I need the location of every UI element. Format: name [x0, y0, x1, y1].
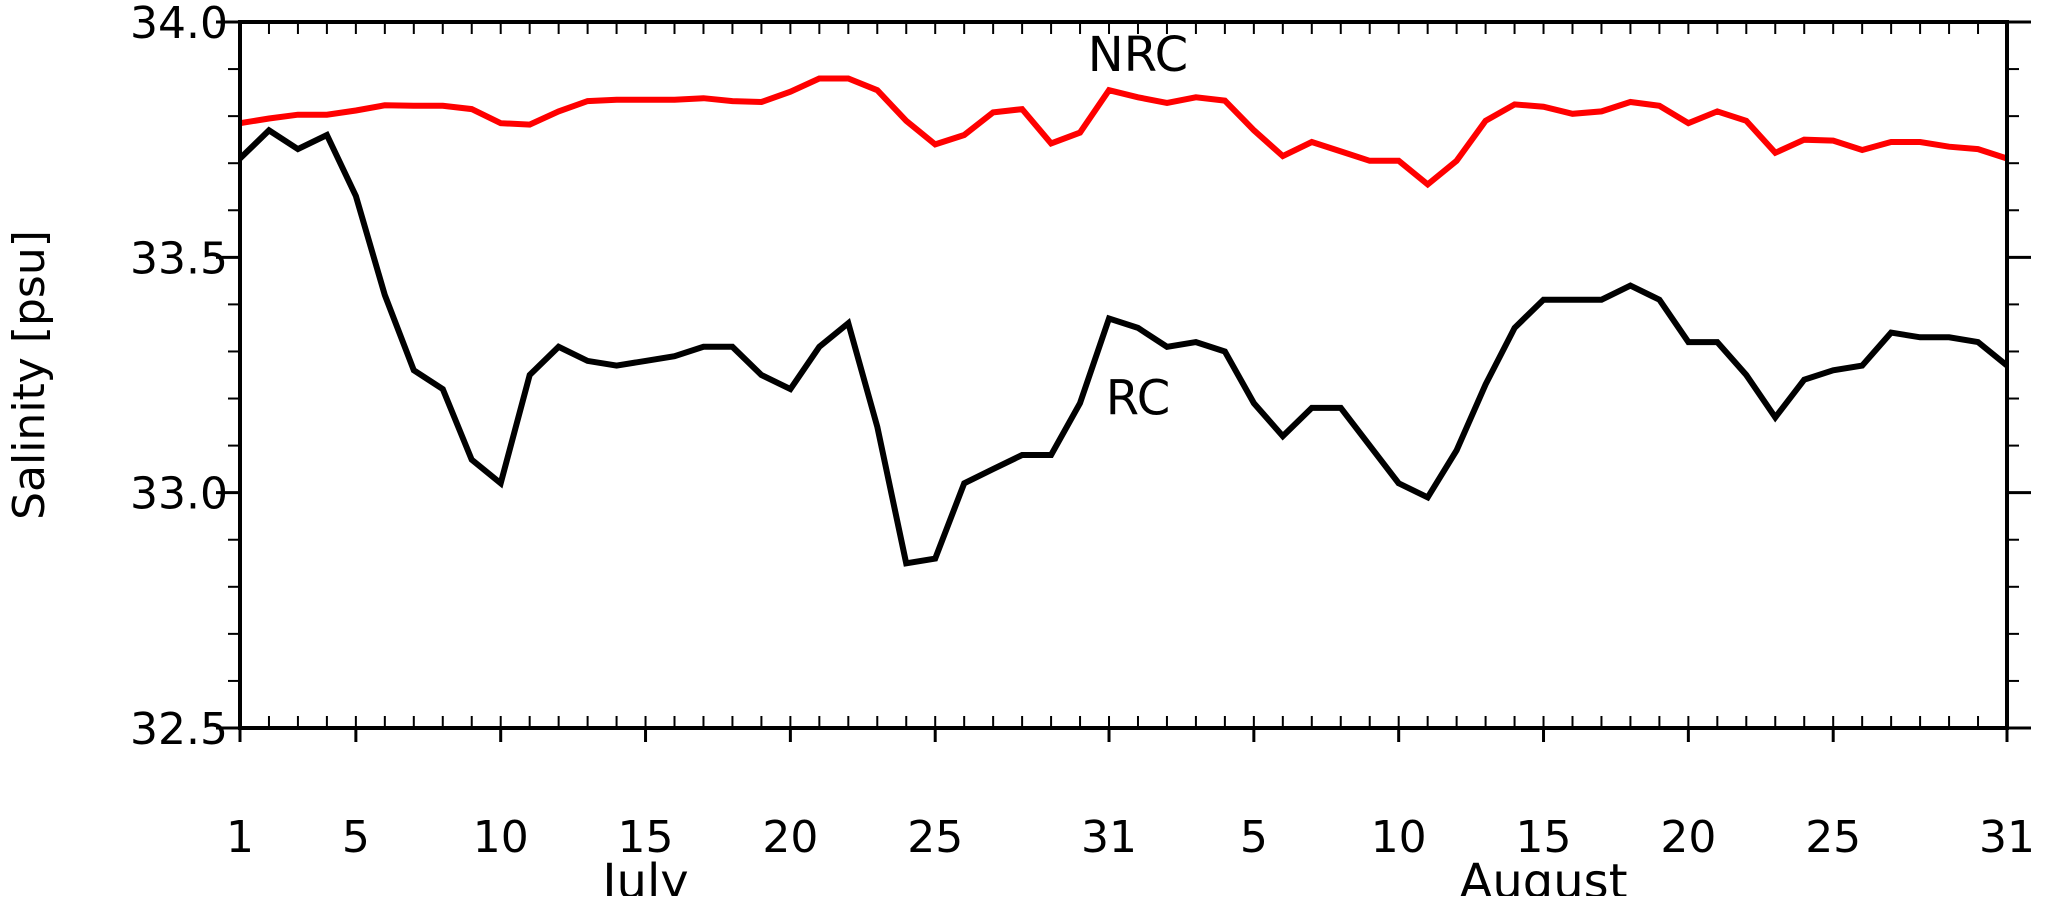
x-tick-label: 20	[1660, 812, 1716, 863]
x-tick-label: 31	[1081, 812, 1137, 863]
series-label-nrc: NRC	[1088, 27, 1188, 83]
x-tick-label: 5	[342, 812, 370, 863]
x-tick-label: 25	[907, 812, 963, 863]
x-tick-label: 10	[1371, 812, 1427, 863]
y-tick-label: 33.5	[130, 233, 228, 284]
x-tick-label: 5	[1240, 812, 1268, 863]
x-tick-label: 1	[226, 812, 254, 863]
series-label-rc: RC	[1106, 371, 1170, 427]
series-line-nrc	[239, 75, 2008, 189]
y-tick-label: 32.5	[130, 704, 228, 755]
month-label: July	[599, 854, 688, 896]
x-tick-label: 25	[1805, 812, 1861, 863]
x-tick-label: 10	[473, 812, 529, 863]
y-axis-title: Salinity [psu]	[4, 230, 55, 520]
plot-frame	[238, 20, 2009, 730]
y-tick-label: 34.0	[130, 0, 228, 49]
x-tick-label: 31	[1979, 812, 2035, 863]
y-tick-label: 33.0	[130, 469, 228, 520]
month-label: August	[1460, 854, 1628, 896]
x-tick-label: 15	[1516, 812, 1572, 863]
series-line-rc	[237, 126, 2009, 567]
series-lines	[237, 75, 2009, 567]
x-tick-label: 20	[762, 812, 818, 863]
x-tick-label: 15	[618, 812, 674, 863]
plot-area	[240, 22, 2007, 728]
